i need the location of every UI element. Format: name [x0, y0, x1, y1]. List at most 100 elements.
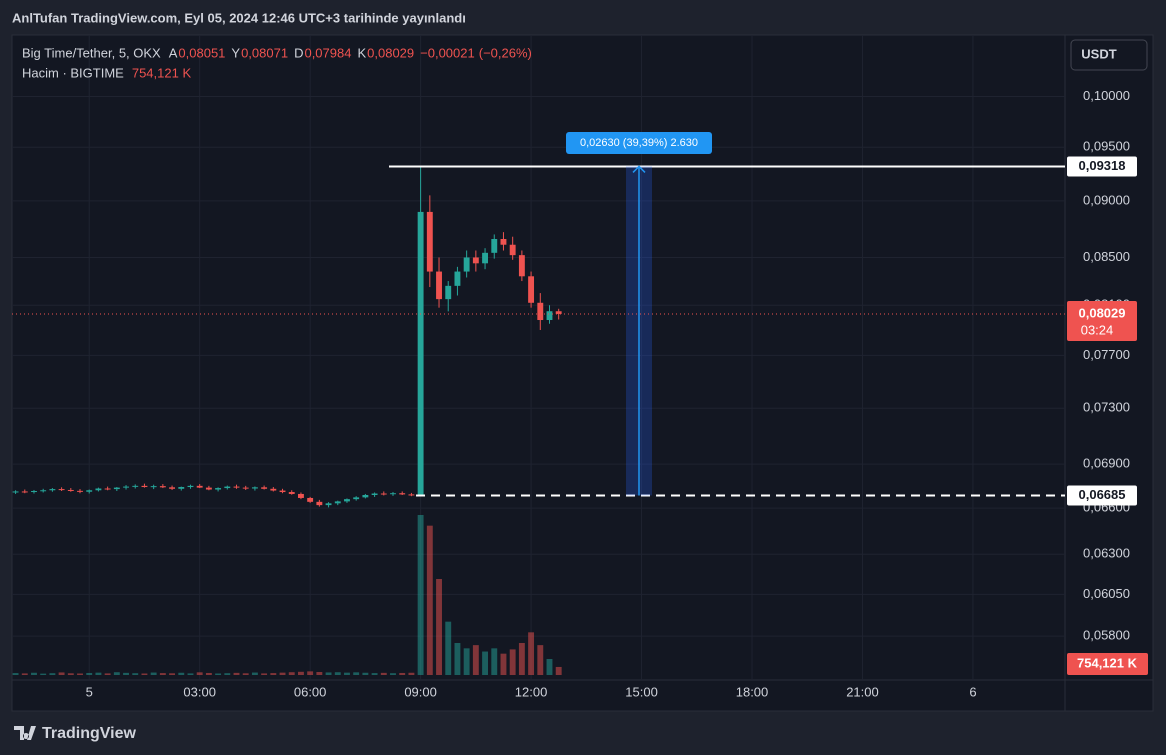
- volume-bar: [399, 672, 406, 675]
- price-tag: [1067, 156, 1137, 177]
- candle-body: [113, 487, 120, 490]
- candle-body: [500, 238, 507, 245]
- candle-body: [159, 486, 166, 488]
- y-tick-label: 0,08500: [1083, 249, 1130, 264]
- candle-body: [12, 491, 19, 493]
- candle-body: [316, 501, 323, 506]
- y-tick-label: 0,10000: [1083, 88, 1130, 103]
- candle-body: [472, 257, 479, 264]
- volume-bar: [40, 673, 47, 675]
- volume-bar: [436, 579, 442, 675]
- x-tick-label: 18:00: [736, 684, 769, 699]
- axes: 5 03:00 06:00 09:00 12:00 15:00 18:00 21:00 6 0,1…: [86, 88, 1130, 700]
- volume-bar: [537, 645, 544, 675]
- publish-header: AnlTufan TradingView.com, Eyl 05, 2024 1…: [12, 10, 466, 25]
- legend-item: D: [294, 45, 303, 60]
- volume-bar: [205, 672, 212, 675]
- candle-body: [77, 490, 83, 492]
- volume-bar: [297, 671, 304, 675]
- plot: 0,02630 (39,39%) 2.630: [12, 132, 1065, 675]
- candle-body: [344, 499, 350, 502]
- candle-body: [187, 485, 194, 488]
- legend-item: 0,08051: [178, 45, 225, 60]
- candle-body: [196, 485, 203, 488]
- volume-bar: [58, 672, 65, 675]
- candle-body: [390, 493, 396, 495]
- y-tick-label: 0,06300: [1083, 546, 1130, 561]
- legend-item: A: [169, 45, 178, 60]
- volume-bar: [472, 645, 479, 675]
- candle-body: [49, 489, 56, 491]
- candle-body: [380, 493, 387, 495]
- volume-bar: [150, 672, 157, 675]
- volume-bar: [104, 673, 111, 675]
- brand-logo: TradingView: [14, 725, 137, 742]
- volume-bar: [316, 672, 323, 675]
- volume-bar: [334, 672, 341, 675]
- volume-bar: [417, 515, 424, 675]
- candle-body: [270, 488, 277, 491]
- tags: 0,09318 0,06685 0,08029 03:24 754,121 K: [1067, 156, 1148, 675]
- candle-body: [537, 302, 544, 321]
- volume-bar: [67, 673, 74, 675]
- volume-bar: [196, 672, 203, 675]
- volume-bar: [21, 673, 28, 675]
- x-tick-label: 09:00: [404, 684, 437, 699]
- price-tag: [1067, 300, 1137, 341]
- volume-bar: [178, 672, 185, 675]
- candle-body: [353, 497, 360, 500]
- y-tick-label: 0,05800: [1083, 628, 1130, 643]
- x-tick-label: 5: [86, 684, 93, 699]
- volume-bar: [344, 672, 350, 675]
- candle-body: [205, 487, 212, 490]
- legend-item: 754,121 K: [132, 65, 192, 80]
- volume-bar: [325, 672, 332, 675]
- volume-bar: [169, 673, 176, 675]
- volume-bar: [500, 653, 507, 675]
- candle-body: [408, 494, 415, 496]
- volume-bar: [371, 673, 378, 675]
- volume-bar: [77, 673, 83, 675]
- legend-item: 0,07984: [304, 45, 351, 60]
- legend-item: (−0,26%): [479, 45, 532, 60]
- volume-bar: [509, 649, 516, 675]
- candle-body: [436, 271, 442, 300]
- volume-bar: [279, 672, 286, 675]
- candle-body: [279, 490, 286, 493]
- candle-body: [417, 211, 424, 496]
- x-tick-label: 03:00: [183, 684, 216, 699]
- y-tick-label: 0,09500: [1083, 139, 1130, 154]
- volume-bar: [288, 672, 295, 675]
- volume-bar: [86, 672, 93, 675]
- volume-bar: [353, 672, 360, 675]
- candle-body: [491, 238, 498, 253]
- candle-body: [371, 493, 378, 495]
- volume-bar: [546, 659, 553, 675]
- x-tick-label: 21:00: [846, 684, 879, 699]
- candle-body: [95, 488, 102, 491]
- volume-bar: [123, 672, 129, 675]
- volume-bar: [445, 621, 452, 675]
- y-tick-label: 0,07300: [1083, 400, 1130, 415]
- volume-bar: [518, 643, 525, 675]
- legend-item: 0,08071: [241, 45, 288, 60]
- volume-bar: [270, 673, 277, 675]
- volume-bar: [215, 673, 222, 675]
- x-tick-label: 12:00: [515, 684, 548, 699]
- y-tick-label: 0,09000: [1083, 192, 1130, 207]
- price-tag-label: 0,06685: [1079, 487, 1126, 502]
- volume-bar: [454, 643, 461, 675]
- y-tick-label: 0,06900: [1083, 456, 1130, 471]
- price-tag: [1067, 485, 1137, 506]
- candle-body: [518, 255, 525, 277]
- currency-button[interactable]: [1070, 39, 1148, 71]
- candle-body: [482, 252, 488, 264]
- x-tick-label: 15:00: [625, 684, 658, 699]
- candle-body: [463, 257, 470, 272]
- candle-body: [132, 485, 139, 487]
- volume-bar: [224, 673, 231, 675]
- volume-bar: [362, 672, 369, 675]
- candle-body: [307, 497, 314, 502]
- volume-bar: [187, 673, 194, 675]
